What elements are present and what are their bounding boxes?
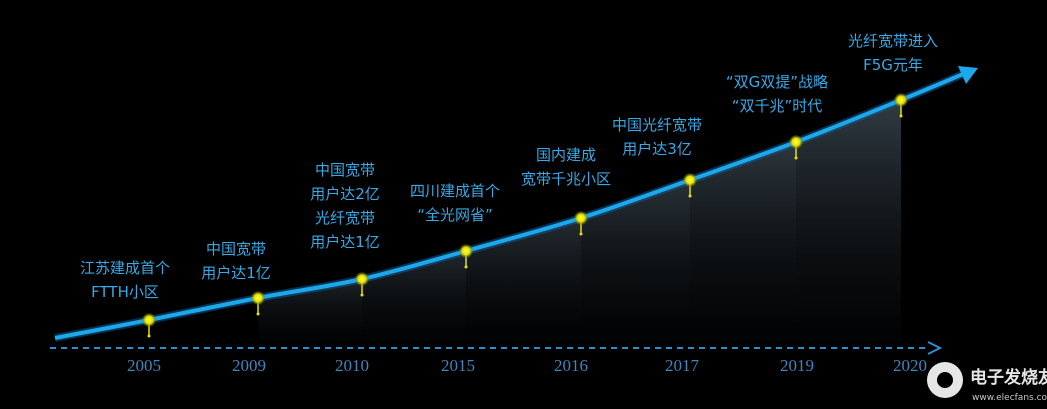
milestone-label: 光纤宽带 [315, 209, 375, 227]
stem-end [360, 293, 364, 297]
curve [54, 70, 969, 340]
milestone-dot [894, 93, 908, 107]
milestone-dot [574, 211, 588, 225]
stem-end [899, 114, 903, 118]
year-label: 2020 [893, 356, 927, 375]
milestone-label: FTTH小区 [91, 283, 159, 301]
curve-arrow [958, 66, 978, 84]
area [690, 142, 796, 345]
area [466, 218, 581, 345]
axis-arrow [927, 341, 943, 355]
milestone-dot [142, 313, 156, 327]
stem-end [794, 156, 798, 160]
watermark-logo [937, 372, 953, 388]
year-label: 2009 [232, 356, 266, 375]
milestone-dot [251, 291, 265, 305]
year-label: 2016 [554, 356, 588, 375]
milestone-label: 用户达1亿 [310, 233, 380, 251]
milestone-label: “全光网省” [417, 206, 493, 224]
milestone-label: 江苏建成首个 [80, 259, 170, 277]
milestone-label: 用户达3亿 [622, 140, 692, 158]
area [581, 180, 690, 345]
milestone-dot [355, 272, 369, 286]
watermark-url: www.elecfans.com [972, 393, 1047, 403]
milestone-label: 中国光纤宽带 [612, 116, 702, 134]
watermark-brand: 电子发烧友 [970, 367, 1047, 388]
milestone-label: 四川建成首个 [410, 182, 500, 200]
milestone-label: F5G元年 [863, 56, 923, 74]
year-label: 2019 [780, 356, 814, 375]
milestone-dot [683, 173, 697, 187]
stem-end [147, 334, 151, 338]
milestone-label: 宽带千兆小区 [521, 170, 611, 188]
milestone-dot [459, 244, 473, 258]
area [796, 100, 901, 345]
stem-end [688, 194, 692, 198]
milestone-label: “双G双提”战略 [726, 73, 828, 91]
milestone-label: 光纤宽带进入 [848, 32, 938, 50]
milestone-label: 用户达2亿 [310, 185, 380, 203]
stem-end [579, 232, 583, 236]
year-label: 2017 [665, 356, 700, 375]
year-label: 2015 [441, 356, 475, 375]
milestone-label: “双千兆”时代 [732, 97, 823, 115]
watermark: 电子发烧友 www.elecfans.com [927, 362, 1047, 403]
milestone-label: 中国宽带 [206, 240, 266, 258]
year-label: 2005 [127, 356, 161, 375]
milestone-label: 国内建成 [536, 146, 596, 164]
milestone-label: 用户达1亿 [201, 264, 271, 282]
stem-end [464, 265, 468, 269]
stem-end [256, 312, 260, 316]
year-label: 2010 [335, 356, 369, 375]
milestone-dot [789, 135, 803, 149]
milestone-label: 中国宽带 [315, 161, 375, 179]
